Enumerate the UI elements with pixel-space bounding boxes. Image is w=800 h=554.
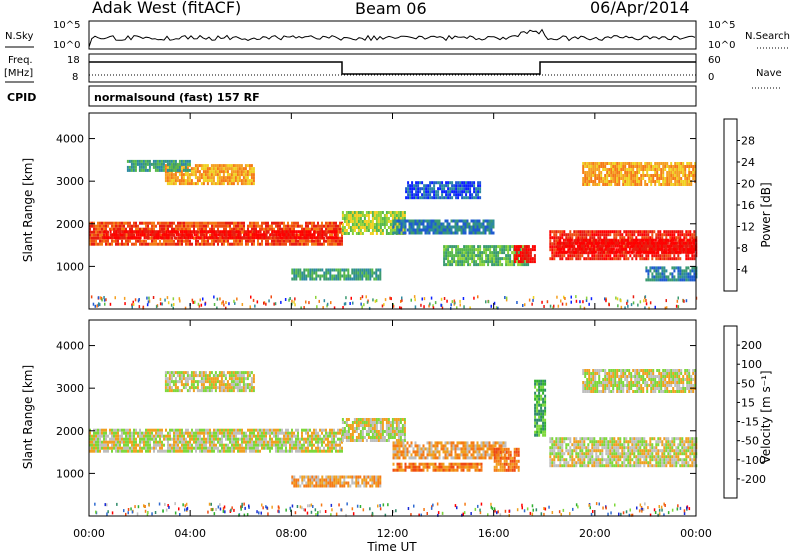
y-tick-label: 2000 <box>56 218 84 231</box>
power-echo-band <box>645 266 698 282</box>
velocity-echo-band <box>493 447 520 472</box>
x-tick-label: 08:00 <box>275 527 307 540</box>
y-tick-label: 3000 <box>56 382 84 395</box>
nsearch-tick-top: 10^5 <box>708 20 735 31</box>
x-tick-label: 16:00 <box>478 527 510 540</box>
nsearch-label: N.Search <box>745 31 790 42</box>
station-title: Adak West (fitACF) <box>92 0 241 17</box>
freq-tick-bottom: 8 <box>72 72 78 83</box>
cpid-label: CPID <box>7 91 36 104</box>
freq-tick-top: 18 <box>67 55 80 66</box>
colorbar-tick-label: 8 <box>741 242 748 255</box>
colorbar-tick-label: 16 <box>741 199 755 212</box>
y-tick-label: 4000 <box>56 133 84 146</box>
colorbar-tick-label: 28 <box>741 135 755 148</box>
freq-unit-label: [MHz] <box>4 68 33 79</box>
nsky-tick-bottom: 10^0 <box>53 40 80 51</box>
colorbar-tick-label: 50 <box>741 377 755 390</box>
x-tick-label: 00:00 <box>73 527 105 540</box>
velocity-echo-band <box>549 437 698 468</box>
y-tick-label: 3000 <box>56 175 84 188</box>
colorbar-tick-label: 24 <box>741 156 755 169</box>
colorbar-tick-label: 200 <box>741 339 762 352</box>
power-echo-band <box>556 238 697 254</box>
y-tick-label: 1000 <box>56 467 84 480</box>
colorbar-tick-label: -100 <box>741 454 766 467</box>
y-tick-label: 2000 <box>56 425 84 438</box>
power-ylabel: Slant Range [km] <box>21 158 35 262</box>
colorbar-tick-label: 12 <box>741 221 755 234</box>
power-echo-band <box>513 245 536 264</box>
velocity-ylabel: Slant Range [km] <box>21 365 35 469</box>
colorbar-tick-label: 100 <box>741 358 762 371</box>
velocity-echo-band <box>582 369 697 393</box>
power-echo-band <box>405 181 482 200</box>
nsearch-tick-bottom: 10^0 <box>708 40 735 51</box>
colorbar-tick-label: 15 <box>741 396 755 409</box>
x-tick-label: 12:00 <box>377 527 409 540</box>
velocity-panel: 1000 2000 3000 4000 Slant Range [km] 200 100… <box>21 319 773 517</box>
beam-title: Beam 06 <box>355 0 427 18</box>
velocity-cbar-label: Velocity [m s⁻¹] <box>759 370 773 463</box>
power-cbar-label: Power [dB] <box>759 182 773 247</box>
colorbar-tick-label: -200 <box>741 473 766 486</box>
power-echo-band <box>582 162 697 186</box>
power-echo-band <box>126 159 191 172</box>
nsky-panel: N.Sky 10^5 10^0 N.Search 10^5 10^0 <box>5 20 790 51</box>
velocity-echo-band <box>341 418 406 442</box>
y-tick-label: 1000 <box>56 260 84 273</box>
power-noise <box>90 295 698 310</box>
velocity-echo-band <box>291 475 382 488</box>
power-echo-band <box>291 268 382 281</box>
velocity-noise <box>94 502 691 517</box>
nave-label: Nave <box>756 68 782 79</box>
nave-tick-bottom: 0 <box>708 72 714 83</box>
velocity-echo-band <box>392 462 483 472</box>
velocity-echo-band <box>534 379 547 437</box>
x-tick-label: 00:00 <box>680 527 712 540</box>
x-tick-label: 20:00 <box>579 527 611 540</box>
nave-tick-top: 60 <box>708 55 721 66</box>
y-tick-label: 4000 <box>56 340 84 353</box>
power-panel: 1000 2000 3000 4000 Slant Range [km] 4 8 12 16… <box>21 112 773 310</box>
colorbar-tick-label: 4 <box>741 264 748 277</box>
power-echo-band <box>392 219 495 235</box>
cpid-text: normalsound (fast) 157 RF <box>94 91 260 104</box>
colorbar-tick-label: 20 <box>741 178 755 191</box>
colorbar-tick-label: -15 <box>741 416 759 429</box>
freq-label: Freq. <box>8 55 33 66</box>
freq-trace <box>89 61 696 75</box>
nsky-label: N.Sky <box>5 31 33 42</box>
nsky-tick-top: 10^5 <box>53 20 80 31</box>
velocity-echo-band <box>89 428 343 453</box>
x-axis-label: Time UT <box>366 540 417 554</box>
power-echo-band <box>101 230 338 240</box>
x-tick-label: 04:00 <box>174 527 206 540</box>
nsky-trace <box>88 28 696 48</box>
velocity-echo-band <box>392 441 507 460</box>
freq-panel: Freq. [MHz] 18 8 Nave 60 0 <box>4 53 782 89</box>
velocity-echo-band <box>164 371 255 393</box>
colorbar-tick-label: -50 <box>741 435 759 448</box>
colorbar-frame <box>723 118 738 292</box>
colorbar-frame <box>723 325 738 499</box>
date-title: 06/Apr/2014 <box>590 0 690 17</box>
